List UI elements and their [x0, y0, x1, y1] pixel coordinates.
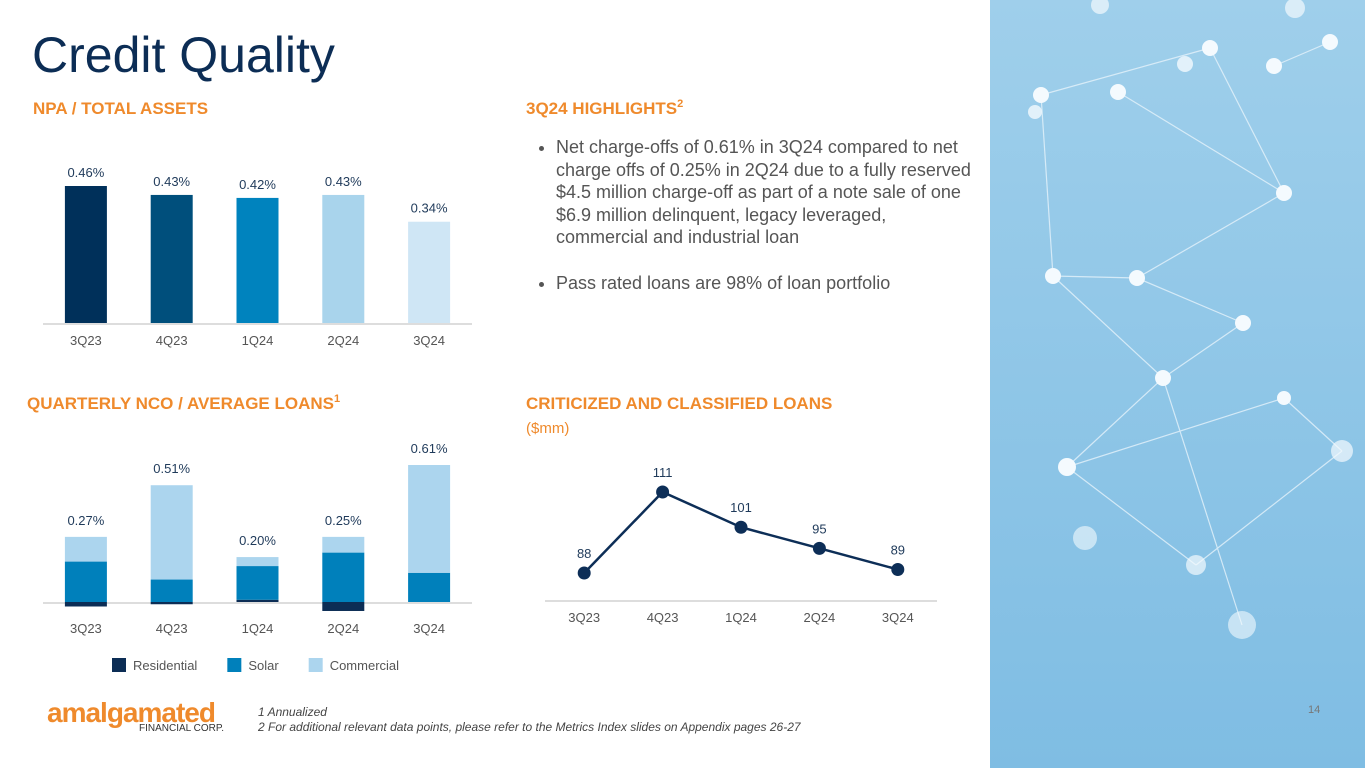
- x-tick-label: 4Q23: [647, 610, 679, 625]
- bar: [322, 194, 365, 323]
- bar-segment: [236, 566, 279, 600]
- data-label: 0.51%: [153, 461, 190, 476]
- chart-title: CRITICIZED AND CLASSIFIED LOANS: [526, 394, 832, 413]
- data-label: 101: [730, 500, 752, 515]
- x-tick-label: 3Q23: [70, 333, 102, 348]
- data-label: 88: [577, 546, 591, 561]
- x-tick-label: 4Q23: [156, 333, 188, 348]
- data-label: 0.20%: [239, 533, 276, 548]
- x-tick-label: 3Q23: [70, 621, 102, 636]
- legend-swatch: [112, 658, 126, 672]
- slide-title: Credit Quality: [32, 27, 335, 83]
- bar: [150, 194, 193, 323]
- data-label: 0.42%: [239, 177, 276, 192]
- point: [812, 541, 826, 555]
- data-label: 0.34%: [411, 201, 448, 216]
- x-tick-label: 2Q24: [327, 333, 359, 348]
- x-tick-label: 2Q24: [327, 621, 359, 636]
- page-number: 14: [1308, 704, 1320, 716]
- highlights-title-text: 3Q24 HIGHLIGHTS: [526, 99, 677, 118]
- bar-segment: [236, 599, 279, 602]
- bar-segment: [150, 485, 193, 580]
- chart-title-text: QUARTERLY NCO / AVERAGE LOANS: [27, 394, 334, 413]
- point: [734, 520, 748, 534]
- x-tick-label: 3Q24: [882, 610, 914, 625]
- chart-subtitle: ($mm): [526, 420, 569, 437]
- footnote: 1 Annualized: [258, 705, 327, 719]
- data-label: 0.43%: [325, 174, 362, 189]
- highlight-item: Net charge-offs of 0.61% in 3Q24 compare…: [556, 136, 976, 249]
- x-tick-label: 2Q24: [803, 610, 835, 625]
- data-label: 0.43%: [153, 174, 190, 189]
- highlights-list: Net charge-offs of 0.61% in 3Q24 compare…: [532, 136, 976, 317]
- point: [891, 562, 905, 576]
- x-tick-label: 1Q24: [725, 610, 757, 625]
- chart-title: NPA / TOTAL ASSETS: [33, 99, 208, 118]
- footnote-marker: 2: [677, 98, 683, 110]
- bar-segment: [64, 602, 107, 607]
- x-tick-label: 4Q23: [156, 621, 188, 636]
- bar-segment: [322, 536, 365, 553]
- data-label: 95: [812, 521, 826, 536]
- legend-label: Residential: [133, 658, 197, 673]
- bar: [236, 197, 279, 323]
- bar-segment: [408, 465, 451, 573]
- bar-segment: [322, 602, 365, 611]
- chart-title: QUARTERLY NCO / AVERAGE LOANS1: [27, 393, 340, 413]
- highlight-item: Pass rated loans are 98% of loan portfol…: [556, 272, 976, 295]
- data-label: 0.46%: [67, 165, 104, 180]
- x-tick-label: 3Q24: [413, 621, 445, 636]
- bar-segment: [64, 536, 107, 562]
- bar: [64, 186, 107, 323]
- data-label: 0.27%: [67, 513, 104, 528]
- bar-segment: [408, 572, 451, 602]
- footnote-marker: 1: [334, 393, 340, 405]
- point: [577, 566, 591, 580]
- bar-segment: [150, 602, 193, 605]
- bar-segment: [322, 552, 365, 602]
- x-tick-label: 3Q23: [568, 610, 600, 625]
- legend-swatch: [227, 658, 242, 672]
- legend-label: Solar: [248, 658, 279, 673]
- point: [656, 485, 670, 499]
- legend-swatch: [308, 658, 323, 672]
- data-label: 0.25%: [325, 513, 362, 528]
- footnote: 2 For additional relevant data points, p…: [257, 720, 802, 734]
- bar: [408, 221, 451, 323]
- x-tick-label: 1Q24: [242, 333, 274, 348]
- bar-segment: [64, 561, 107, 602]
- decor-panel: [990, 0, 1365, 768]
- data-label: 0.61%: [411, 441, 448, 456]
- data-label: 89: [891, 542, 905, 557]
- x-tick-label: 1Q24: [242, 621, 274, 636]
- legend-label: Commercial: [330, 658, 399, 673]
- bar-segment: [236, 557, 279, 567]
- logo: amalgamated: [47, 697, 215, 728]
- x-tick-label: 3Q24: [413, 333, 445, 348]
- logo-sub: FINANCIAL CORP.: [139, 723, 224, 734]
- data-label: 111: [653, 465, 673, 480]
- bar-segment: [150, 579, 193, 602]
- highlights-title: 3Q24 HIGHLIGHTS2: [526, 98, 683, 118]
